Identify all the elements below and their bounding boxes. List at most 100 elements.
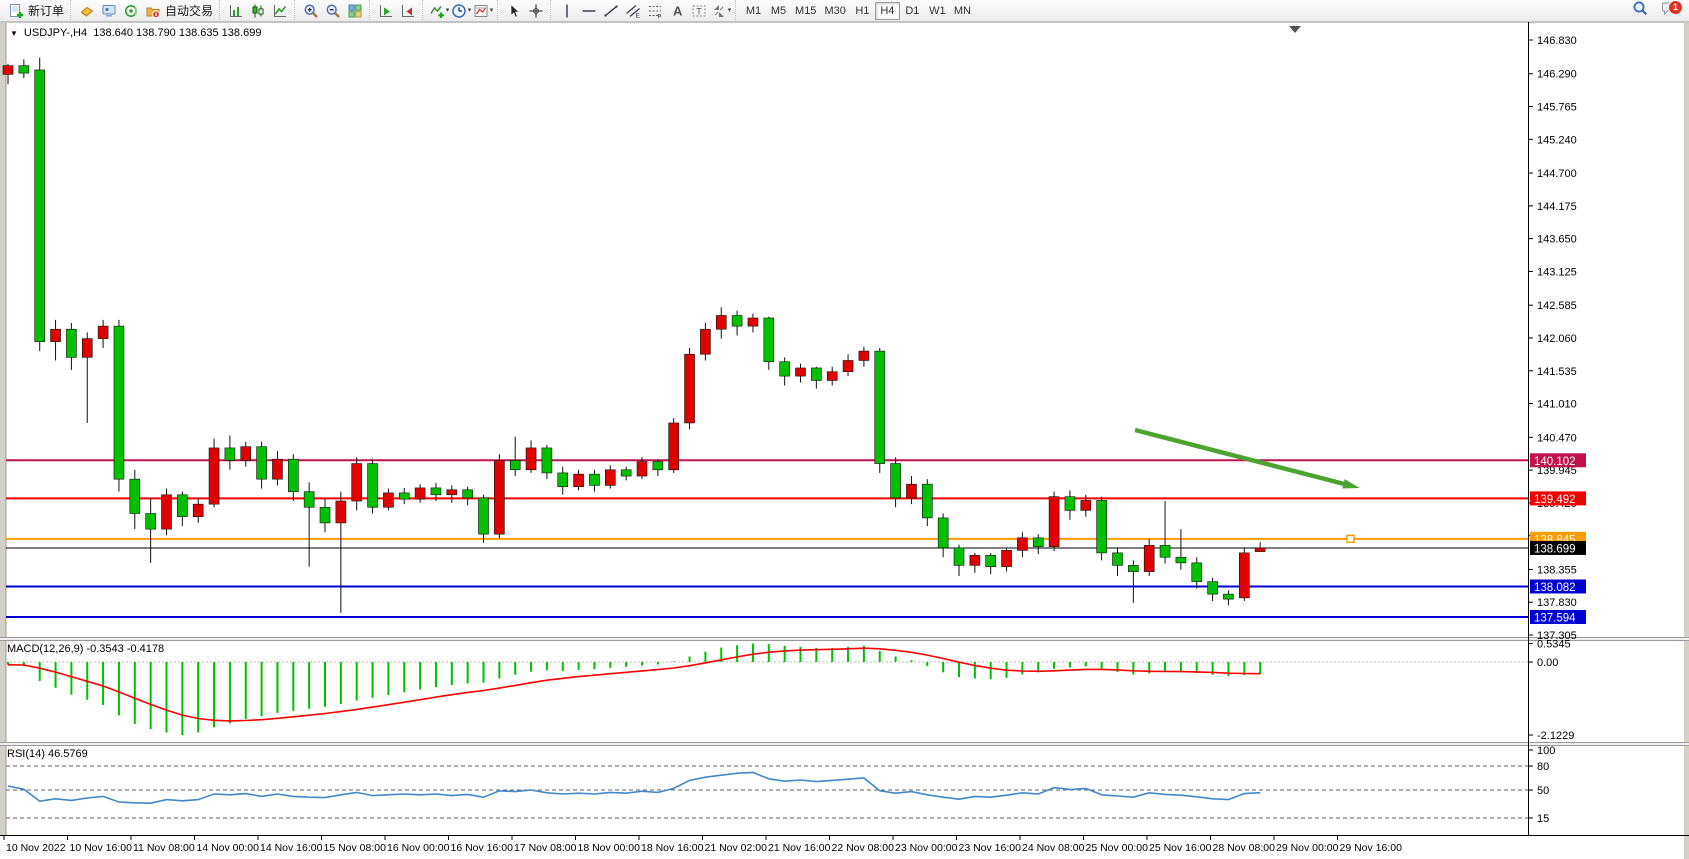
autotrading-button[interactable] (142, 1, 164, 21)
svg-text:138.082: 138.082 (1534, 582, 1576, 594)
timeframe-mn[interactable]: MN (953, 4, 971, 17)
notifications-button[interactable]: 1 (1657, 0, 1683, 21)
bar-chart-button[interactable] (225, 1, 247, 21)
svg-text:15 Nov 08:00: 15 Nov 08:00 (324, 842, 387, 854)
svg-text:A: A (673, 3, 683, 18)
candle (541, 444, 553, 480)
cursor-button[interactable] (503, 1, 525, 21)
candle (684, 347, 695, 430)
crosshair-button[interactable] (525, 1, 547, 21)
equidistant-channel-button[interactable]: E (622, 1, 644, 21)
svg-text:29 Nov 16:00: 29 Nov 16:00 (1340, 842, 1403, 854)
price-badge-139.492: 139.492 (1530, 491, 1586, 506)
candle (795, 363, 806, 383)
svg-text:14 Nov 16:00: 14 Nov 16:00 (260, 842, 323, 854)
price-badge-138.082: 138.082 (1530, 579, 1586, 594)
history-center-button[interactable] (76, 1, 98, 21)
svg-text:23 Nov 16:00: 23 Nov 16:00 (959, 842, 1022, 854)
templates-button[interactable]: ▾ (472, 1, 494, 21)
chart-shift-button[interactable] (397, 1, 419, 21)
time-axis[interactable]: 10 Nov 2022 10 Nov 16:00 11 Nov 08:00 14 No… (3, 835, 1403, 854)
candle (700, 322, 711, 361)
terminal-icon (101, 3, 117, 19)
dropdown-caret-icon[interactable]: ▾ (445, 7, 450, 14)
candle (1064, 490, 1076, 520)
timeframe-h4[interactable]: H4 (874, 1, 900, 20)
trendline-button[interactable] (600, 1, 622, 21)
new-order-button[interactable] (5, 1, 27, 21)
vertical-line-button[interactable] (556, 1, 578, 21)
candle (1128, 560, 1139, 603)
candle (715, 307, 727, 339)
terminal-button[interactable] (98, 1, 120, 21)
candle (1032, 534, 1044, 555)
toolbar-group (497, 0, 550, 22)
dropdown-caret-icon[interactable]: ▾ (467, 7, 472, 14)
timeframe-m30[interactable]: M30 (824, 4, 846, 17)
svg-text:143.125: 143.125 (1537, 266, 1577, 278)
hline-selection-handle[interactable] (1346, 534, 1355, 544)
line-chart-button[interactable] (269, 1, 291, 21)
candle (636, 457, 648, 480)
svg-text:T: T (696, 6, 702, 16)
chart-play-icon (378, 3, 394, 19)
candle (1143, 538, 1155, 576)
zoom-in-button[interactable] (300, 1, 322, 21)
timeframe-m15[interactable]: M15 (795, 4, 817, 17)
macd-indicator-label: MACD(12,26,9) -0.3543 -0.4178 (7, 643, 165, 655)
signal-icon (123, 3, 139, 19)
vline-icon (559, 3, 575, 19)
candle (1001, 547, 1012, 572)
autotrade-icon (145, 3, 161, 19)
zoom-out-button[interactable] (322, 1, 344, 21)
text-label-icon: T (691, 3, 707, 19)
text-label-button[interactable]: T (688, 1, 710, 21)
candle (906, 476, 917, 505)
text-button[interactable]: A (666, 1, 688, 21)
candle (1254, 542, 1266, 552)
cursor-icon (506, 3, 522, 19)
candle (430, 482, 442, 502)
timeframe-h1[interactable]: H1 (855, 4, 870, 17)
svg-text:137.305: 137.305 (1537, 630, 1577, 642)
toolbar-group (369, 0, 422, 22)
svg-text:140.470: 140.470 (1537, 432, 1577, 444)
timeframe-m5[interactable]: M5 (770, 4, 787, 17)
price-badge-140.102: 140.102 (1530, 453, 1586, 468)
ohlc-values: 138.640 138.790 138.635 138.699 (93, 27, 262, 39)
cube-icon (79, 3, 95, 19)
dropdown-caret-icon[interactable]: ▾ (727, 7, 732, 14)
svg-text:18 Nov 16:00: 18 Nov 16:00 (641, 842, 704, 854)
indicators-button[interactable]: ▾ (428, 1, 450, 21)
svg-text:11 Nov 08:00: 11 Nov 08:00 (133, 842, 195, 854)
svg-text:10 Nov 2022: 10 Nov 2022 (6, 842, 66, 854)
candle (668, 417, 680, 473)
search-button[interactable] (1629, 1, 1651, 21)
candle (256, 441, 267, 489)
fibonacci-button[interactable]: F (644, 1, 666, 21)
candle (1159, 501, 1171, 564)
strategy-tester-button[interactable] (120, 1, 142, 21)
shapes-icon (711, 3, 727, 19)
candle (573, 469, 584, 491)
timeframe-w1[interactable]: W1 (929, 4, 946, 17)
candle (383, 488, 394, 511)
candle (287, 454, 299, 502)
autotrading-button-label: 自动交易 (165, 4, 214, 18)
timeframe-m1[interactable]: M1 (745, 4, 762, 17)
horizontal-line-button[interactable] (578, 1, 600, 21)
hline-icon (581, 3, 597, 19)
rsi-indicator-label: RSI(14) 46.5769 (7, 748, 88, 760)
dropdown-caret-icon[interactable]: ▾ (489, 7, 494, 14)
candlestick-chart-button[interactable] (247, 1, 269, 21)
timeframe-d1[interactable]: D1 (905, 4, 920, 17)
trend-arrow[interactable] (1134, 427, 1360, 489)
chart-title-dropdown-icon[interactable]: ▼ (10, 29, 18, 38)
arrows-button[interactable]: ▾ (710, 1, 732, 21)
tile-windows-button[interactable] (344, 1, 366, 21)
auto-scroll-button[interactable] (375, 1, 397, 21)
candle (177, 491, 188, 527)
candle (478, 494, 489, 543)
periods-button[interactable]: ▾ (450, 1, 472, 21)
